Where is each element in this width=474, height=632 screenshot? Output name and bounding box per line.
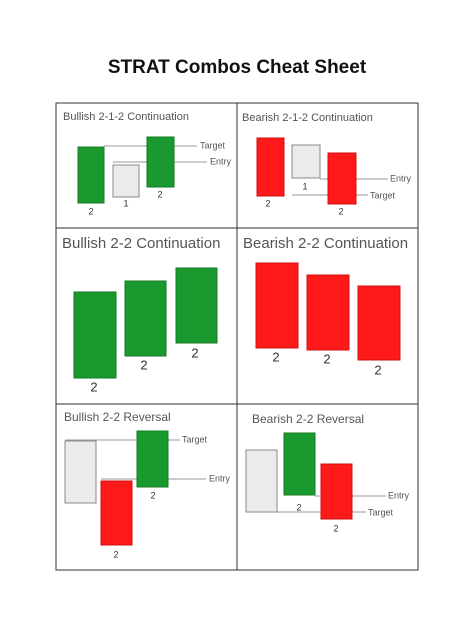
candle-label: 2 (265, 198, 270, 208)
line-label: Target (200, 140, 226, 150)
green-candle (77, 146, 105, 204)
line-label: Target (370, 190, 396, 200)
candle-label: 2 (113, 549, 118, 559)
candle-label: 1 (302, 181, 307, 191)
candle-label: 2 (323, 351, 330, 366)
candle-label: 2 (272, 349, 279, 364)
red-candle (255, 262, 299, 349)
candle-label: 2 (157, 189, 162, 199)
inside-candle (291, 144, 321, 179)
candle-label: 2 (374, 362, 381, 377)
panel: Bearish 2-2 Reversal Entry Target 2 2 (245, 412, 410, 533)
candle-label: 2 (150, 490, 155, 500)
candle-label: 2 (296, 502, 301, 512)
page-title: STRAT Combos Cheat Sheet (108, 57, 367, 78)
candle-label: 2 (191, 345, 198, 360)
candle-label: 2 (140, 357, 147, 372)
panel: Bearish 2-1-2 Continuation Entry Target … (242, 112, 412, 216)
line-label: Entry (388, 490, 410, 500)
panel-title: Bearish 2-2 Continuation (243, 235, 408, 252)
line-label: Entry (209, 473, 231, 483)
red-candle (357, 285, 401, 361)
line-label: Target (182, 434, 208, 444)
prior-candle (245, 449, 278, 513)
red-candle (320, 463, 353, 520)
panel: Bullish 2-1-2 Continuation Target Entry … (63, 111, 232, 216)
green-candle (146, 136, 175, 188)
panel-title: Bullish 2-2 Continuation (62, 235, 220, 252)
panel-title: Bullish 2-1-2 Continuation (63, 111, 189, 123)
green-candle (136, 430, 169, 488)
line-label: Entry (210, 156, 232, 166)
candle-label: 2 (90, 379, 97, 394)
candle-label: 1 (123, 198, 128, 208)
red-candle (256, 137, 285, 197)
candle-label: 2 (333, 523, 338, 533)
panel-title: Bearish 2-1-2 Continuation (242, 112, 373, 124)
panel: Bullish 2-2 Continuation 2 2 2 (62, 235, 220, 394)
green-candle (175, 267, 218, 344)
panel-title: Bullish 2-2 Reversal (64, 410, 171, 424)
candle-label: 2 (338, 206, 343, 216)
line-label: Target (368, 507, 394, 517)
line-label: Entry (390, 173, 412, 183)
red-candle (100, 480, 133, 546)
candle-label: 2 (88, 206, 93, 216)
panel-title: Bearish 2-2 Reversal (252, 412, 364, 426)
red-candle (306, 274, 350, 351)
green-candle (283, 432, 316, 496)
panel: Bullish 2-2 Reversal Target Entry 2 2 (64, 410, 231, 559)
grid-frame (55, 102, 419, 571)
green-candle (124, 280, 167, 357)
panel: Bearish 2-2 Continuation 2 2 2 (243, 235, 408, 377)
red-candle (327, 152, 357, 205)
green-candle (73, 291, 117, 379)
inside-candle (112, 164, 140, 198)
prior-candle (64, 440, 97, 504)
